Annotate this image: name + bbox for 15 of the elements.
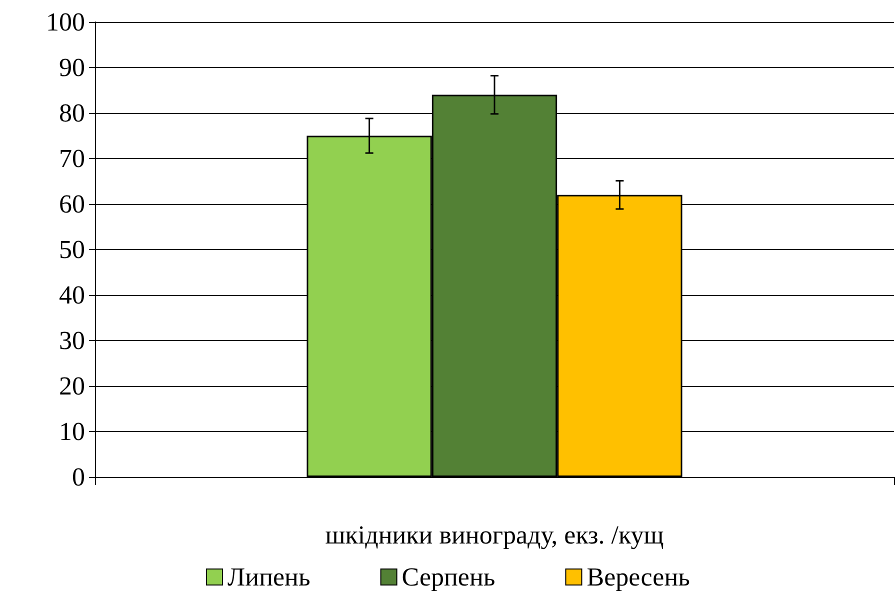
y-tick-label: 70 [59,144,85,173]
y-tick-label: 0 [72,462,85,492]
legend-label: Липень [228,562,310,592]
y-tick-label: 50 [59,235,85,264]
y-tick-label: 80 [59,98,85,128]
legend-label: Серпень [402,562,496,592]
y-tick-label: 10 [59,417,85,446]
y-tick-label: 90 [59,53,85,82]
y-tick-label: 30 [59,326,85,355]
x-axis-title: шкідники винограду, екз. /кущ [325,520,664,550]
y-tick-label: 20 [59,372,85,400]
y-tick-label: 40 [59,280,85,310]
y-tick-label: 100 [46,8,85,36]
legend-label: Вересень [586,562,690,592]
y-tick-label: 60 [59,190,85,218]
